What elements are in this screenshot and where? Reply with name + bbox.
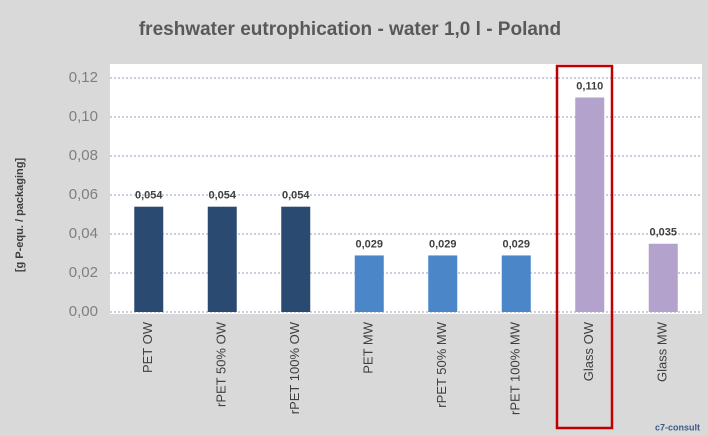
bar: [501, 255, 531, 312]
value-label: 0,054: [282, 190, 310, 202]
x-tick-label: rPET 50% OW: [214, 321, 229, 407]
value-label: 0,035: [649, 227, 677, 239]
bar: [428, 255, 458, 312]
y-tick-label: 0,08: [69, 147, 98, 164]
y-tick-label: 0,04: [69, 225, 98, 242]
chart-title: freshwater eutrophication - water 1,0 l …: [139, 19, 561, 40]
bar: [575, 97, 605, 312]
x-tick-label: Glass OW: [581, 321, 596, 381]
value-label: 0,029: [429, 238, 457, 250]
x-tick-label: rPET 100% MW: [508, 321, 523, 415]
y-tick-label: 0,00: [69, 303, 98, 320]
bar: [354, 255, 384, 312]
x-tick-label: PET MW: [361, 321, 376, 373]
bar: [281, 206, 311, 312]
x-tick-label: Glass MW: [655, 321, 670, 382]
y-tick-label: 0,06: [69, 186, 98, 203]
y-tick-label: 0,10: [69, 108, 98, 125]
value-label: 0,029: [355, 238, 383, 250]
y-tick-label: 0,12: [69, 69, 98, 86]
value-label: 0,110: [576, 80, 603, 92]
highlight-box: [555, 64, 614, 430]
y-axis-title: [g P-equ. / packaging]: [14, 158, 26, 273]
bar: [648, 243, 678, 312]
x-tick-label: PET OW: [140, 321, 155, 373]
x-tick-label: rPET 50% MW: [434, 321, 449, 407]
value-label: 0,054: [135, 190, 163, 202]
source: c7-consult: [655, 422, 700, 432]
y-tick-label: 0,02: [69, 264, 98, 281]
bar: [207, 206, 237, 312]
bar: [134, 206, 164, 312]
value-label: 0,029: [502, 238, 530, 250]
value-label: 0,054: [208, 190, 236, 202]
x-tick-label: rPET 100% OW: [287, 321, 302, 414]
